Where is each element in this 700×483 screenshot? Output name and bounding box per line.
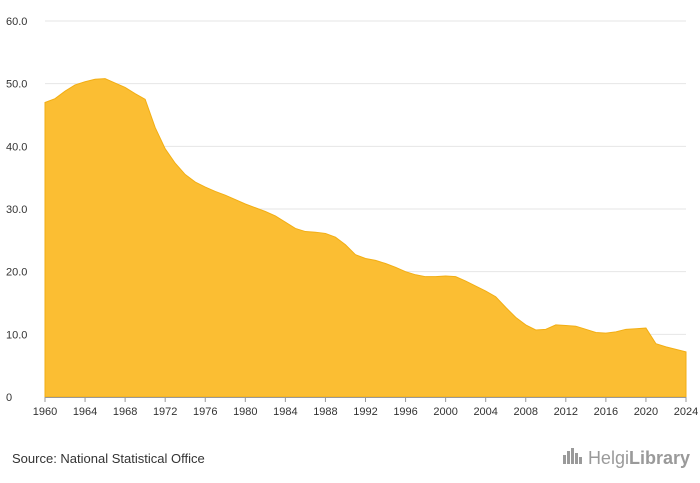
brand-name-part2: Library — [628, 448, 690, 468]
brand-logo[interactable]: HelgiLibrary — [562, 448, 690, 469]
x-tick-label: 2024 — [674, 406, 698, 418]
city-skyline-icon — [562, 448, 584, 469]
x-tick-label: 1972 — [153, 406, 177, 418]
y-tick-label: 60.0 — [6, 16, 27, 28]
x-tick-label: 1988 — [313, 406, 337, 418]
y-tick-label: 0 — [6, 392, 12, 404]
source-note: Source: National Statistical Office — [12, 451, 205, 466]
brand-name-part1: Helgi — [587, 448, 629, 468]
y-tick-label: 50.0 — [6, 79, 27, 91]
x-tick-label: 2020 — [634, 406, 658, 418]
x-tick-label: 1984 — [273, 406, 297, 418]
area-layer — [44, 78, 687, 398]
y-tick-label: 20.0 — [6, 267, 27, 279]
x-tick-label: 1992 — [353, 406, 377, 418]
x-tick-label: 2012 — [554, 406, 578, 418]
x-tick-label: 1964 — [73, 406, 97, 418]
y-tick-label: 40.0 — [6, 141, 27, 153]
x-tick-label: 1960 — [33, 406, 57, 418]
area-series — [44, 78, 687, 398]
y-axis-labels: 0 10.0 20.0 30.0 40.0 50.0 60.0 — [6, 16, 27, 404]
x-tick-label: 1980 — [233, 406, 257, 418]
x-axis-labels: 1960 1964 1968 1972 1976 1980 1984 1988 1992 1996… — [33, 397, 698, 418]
x-tick-label: 2000 — [433, 406, 457, 418]
x-tick-label: 1976 — [193, 406, 217, 418]
y-tick-label: 30.0 — [6, 204, 27, 216]
x-tick-label: 2016 — [594, 406, 618, 418]
x-tick-label: 2008 — [514, 406, 538, 418]
x-tick-label: 2004 — [473, 406, 497, 418]
x-tick-label: 1968 — [113, 406, 137, 418]
y-tick-label: 10.0 — [6, 329, 27, 341]
x-tick-label: 1996 — [393, 406, 417, 418]
area-chart: 010.020.030.040.050.060.0 1960 1964 1968 19… — [6, 16, 698, 418]
